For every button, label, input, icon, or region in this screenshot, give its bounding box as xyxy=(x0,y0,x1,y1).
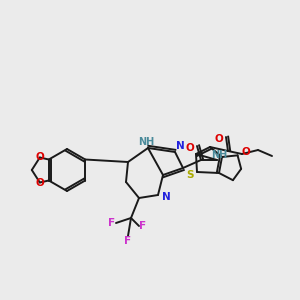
Text: F: F xyxy=(108,218,116,228)
Text: O: O xyxy=(186,143,194,153)
Text: F: F xyxy=(140,221,147,231)
Text: O: O xyxy=(35,152,44,161)
Text: O: O xyxy=(35,178,44,188)
Text: S: S xyxy=(186,170,194,180)
Text: O: O xyxy=(214,134,224,144)
Text: N: N xyxy=(162,192,170,202)
Text: NH: NH xyxy=(138,137,154,147)
Text: N: N xyxy=(176,141,184,151)
Text: O: O xyxy=(242,147,250,157)
Text: NH: NH xyxy=(211,150,227,160)
Text: F: F xyxy=(124,236,132,246)
